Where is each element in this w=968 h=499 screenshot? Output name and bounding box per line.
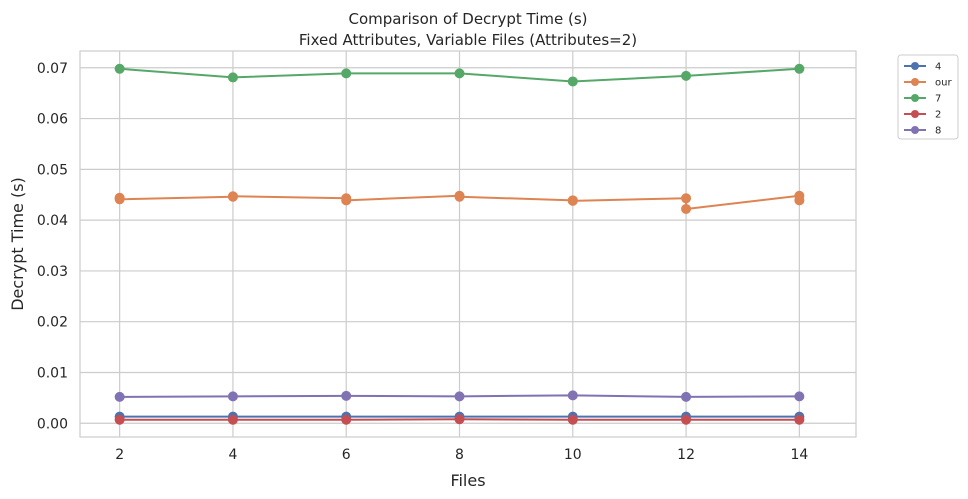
x-tick-label: 12 (677, 447, 695, 463)
data-point (567, 76, 578, 87)
series-2 (114, 414, 805, 425)
data-point (567, 390, 578, 401)
legend-marker (911, 94, 919, 102)
data-point (681, 70, 692, 81)
data-point (227, 72, 238, 83)
x-tick-label: 14 (790, 447, 808, 463)
legend-marker (911, 110, 919, 118)
data-point (114, 414, 125, 425)
plot-area (79, 50, 857, 438)
data-point (567, 414, 578, 425)
data-point (794, 63, 805, 74)
x-tick-label: 2 (115, 447, 124, 463)
legend-marker (911, 126, 919, 134)
data-point (681, 414, 692, 425)
x-tick-label: 10 (564, 447, 582, 463)
data-point (454, 414, 465, 425)
legend-entry: our (904, 78, 952, 89)
data-point (341, 390, 352, 401)
data-point (114, 391, 125, 402)
data-point (227, 391, 238, 402)
y-tick-label: 0.03 (37, 264, 68, 280)
x-tick-labels: 2 4 6 8 10 12 14 (115, 447, 808, 463)
legend-entry: 8 (904, 126, 941, 137)
y-tick-label: 0.04 (37, 213, 68, 229)
x-tick-label: 8 (455, 447, 464, 463)
data-point (681, 193, 692, 204)
data-point (794, 391, 805, 402)
data-point (341, 414, 352, 425)
data-point (681, 391, 692, 402)
data-point (227, 414, 238, 425)
series-7 (114, 63, 805, 87)
y-axis-label: Decrypt Time (s) (8, 177, 27, 311)
data-point (114, 63, 125, 74)
x-tick-label: 4 (228, 447, 237, 463)
y-tick-label: 0.00 (37, 416, 68, 432)
data-point (454, 191, 465, 202)
data-point (794, 195, 805, 206)
data-point (794, 414, 805, 425)
legend-label: 4 (935, 62, 941, 73)
legend: 4 our 7 2 8 (897, 54, 959, 140)
data-point (681, 203, 692, 214)
data-point (341, 68, 352, 79)
y-tick-label: 0.06 (37, 112, 68, 128)
data-point (114, 194, 125, 205)
legend-label: our (935, 78, 952, 89)
legend-label: 8 (935, 126, 941, 137)
data-point (567, 195, 578, 206)
series-lines (114, 63, 805, 425)
y-tick-label: 0.01 (37, 365, 68, 381)
legend-label: 7 (935, 94, 941, 105)
y-tick-label: 0.05 (37, 162, 68, 178)
legend-label: 2 (935, 110, 941, 121)
chart-subtitle: Fixed Attributes, Variable Files (Attrib… (299, 31, 637, 49)
series-8 (114, 390, 805, 402)
y-tick-label: 0.02 (37, 315, 68, 331)
chart-title: Comparison of Decrypt Time (s) (348, 10, 587, 28)
legend-entry: 2 (904, 110, 941, 121)
x-axis-label: Files (450, 471, 485, 490)
x-tick-label: 6 (342, 447, 351, 463)
x-grid (119, 51, 800, 437)
data-point (454, 391, 465, 402)
legend-entry: 4 (904, 62, 941, 73)
y-grid (80, 67, 856, 424)
legend-marker (911, 62, 919, 70)
legend-entry: 7 (904, 94, 941, 105)
data-point (227, 191, 238, 202)
data-point (454, 68, 465, 79)
y-tick-label: 0.07 (37, 61, 68, 77)
legend-frame (897, 54, 959, 140)
series-our (114, 190, 805, 214)
data-point (341, 195, 352, 206)
y-tick-labels: 0.00 0.01 0.02 0.03 0.04 0.05 0.06 0.07 (37, 61, 68, 433)
legend-marker (911, 78, 919, 86)
